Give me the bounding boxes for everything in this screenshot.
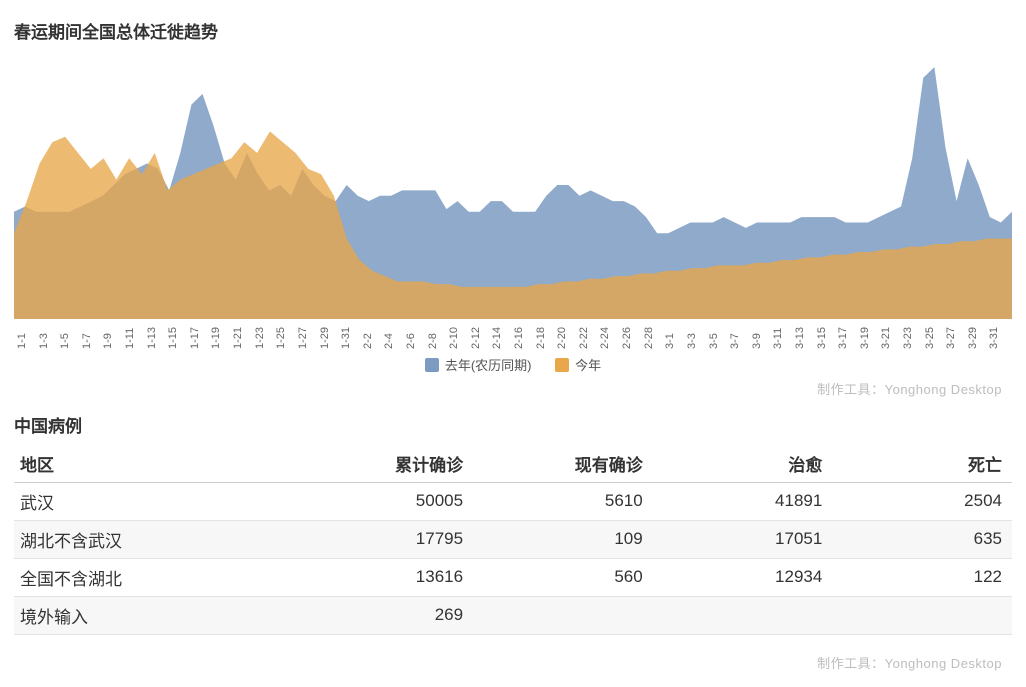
x-tick-label: 3-15: [816, 321, 838, 349]
x-tick-label: 1-9: [102, 321, 124, 349]
table-cell: 全国不含湖北: [14, 558, 293, 596]
x-tick-label: 2-14: [491, 321, 513, 349]
x-tick-label: 2-16: [513, 321, 535, 349]
cases-table: 地区累计确诊现有确诊治愈死亡 武汉500055610418912504湖北不含武…: [14, 445, 1012, 635]
table-cell: 41891: [653, 482, 833, 520]
x-tick-label: 1-25: [275, 321, 297, 349]
table-header-cell: 地区: [14, 445, 293, 483]
table-cell: 12934: [653, 558, 833, 596]
chart-legend: 去年(农历同期) 今年: [14, 355, 1012, 375]
table-row: 湖北不含武汉1779510917051635: [14, 520, 1012, 558]
x-tick-label: 2-4: [383, 321, 405, 349]
table-cell: 269: [293, 596, 473, 634]
x-tick-label: 2-2: [362, 321, 384, 349]
x-tick-label: 1-1: [16, 321, 38, 349]
legend-swatch-this-year: [555, 358, 569, 372]
table-row: 武汉500055610418912504: [14, 482, 1012, 520]
x-tick-label: 3-19: [859, 321, 881, 349]
table-cell: 湖北不含武汉: [14, 520, 293, 558]
x-tick-label: 2-28: [643, 321, 665, 349]
table-cell: 境外输入: [14, 596, 293, 634]
table-cell: [653, 596, 833, 634]
table-body: 武汉500055610418912504湖北不含武汉17795109170516…: [14, 482, 1012, 634]
chart-title: 春运期间全国总体迁徙趋势: [14, 18, 1012, 43]
table-cell: [832, 596, 1012, 634]
table-header-cell: 治愈: [653, 445, 833, 483]
x-tick-label: 1-13: [146, 321, 168, 349]
x-tick-label: 1-31: [340, 321, 362, 349]
table-cell: 5610: [473, 482, 653, 520]
cases-title: 中国病例: [14, 412, 1012, 437]
x-tick-label: 1-23: [254, 321, 276, 349]
x-tick-label: 3-23: [902, 321, 924, 349]
x-tick-label: 2-22: [578, 321, 600, 349]
table-cell: [473, 596, 653, 634]
x-tick-label: 1-3: [38, 321, 60, 349]
x-tick-label: 3-31: [988, 321, 1010, 349]
legend-swatch-last-year: [425, 358, 439, 372]
x-tick-label: 3-7: [729, 321, 751, 349]
x-tick-label: 2-26: [621, 321, 643, 349]
x-tick-label: 2-12: [470, 321, 492, 349]
table-row: 全国不含湖北1361656012934122: [14, 558, 1012, 596]
x-tick-label: 3-25: [924, 321, 946, 349]
x-tick-label: 1-17: [189, 321, 211, 349]
x-tick-label: 1-29: [319, 321, 341, 349]
x-tick-label: 3-1: [664, 321, 686, 349]
x-tick-label: 2-24: [599, 321, 621, 349]
x-tick-label: 1-21: [232, 321, 254, 349]
legend-item-last-year: 去年(农历同期): [425, 355, 532, 374]
x-tick-label: 1-27: [297, 321, 319, 349]
x-tick-label: 3-3: [686, 321, 708, 349]
chart-watermark: 制作工具：Yonghong Desktop: [14, 379, 1012, 398]
table-cell: 17051: [653, 520, 833, 558]
legend-label-last-year: 去年(农历同期): [445, 355, 532, 374]
x-tick-label: 3-27: [945, 321, 967, 349]
x-tick-label: 2-20: [556, 321, 578, 349]
migration-chart: 1-11-31-51-71-91-111-131-151-171-191-211…: [14, 51, 1012, 398]
x-tick-label: 3-29: [967, 321, 989, 349]
table-cell: 635: [832, 520, 1012, 558]
table-header-row: 地区累计确诊现有确诊治愈死亡: [14, 445, 1012, 483]
x-tick-label: 2-10: [448, 321, 470, 349]
table-cell: 109: [473, 520, 653, 558]
x-axis-labels: 1-11-31-51-71-91-111-131-151-171-191-211…: [14, 321, 1012, 349]
x-tick-label: 3-13: [794, 321, 816, 349]
x-tick-label: 1-5: [59, 321, 81, 349]
table-header-cell: 累计确诊: [293, 445, 473, 483]
x-tick-label: 1-15: [167, 321, 189, 349]
x-tick-label: 1-11: [124, 321, 146, 349]
area-chart-svg: [14, 51, 1012, 319]
legend-label-this-year: 今年: [575, 355, 601, 374]
table-header-cell: 现有确诊: [473, 445, 653, 483]
x-tick-label: 2-8: [427, 321, 449, 349]
table-cell: 17795: [293, 520, 473, 558]
legend-item-this-year: 今年: [555, 355, 601, 374]
table-cell: 122: [832, 558, 1012, 596]
x-tick-label: 3-9: [751, 321, 773, 349]
x-tick-label: 1-19: [210, 321, 232, 349]
table-watermark: 制作工具：Yonghong Desktop: [14, 653, 1012, 672]
x-tick-label: 2-18: [535, 321, 557, 349]
table-row: 境外输入269: [14, 596, 1012, 634]
table-header-cell: 死亡: [832, 445, 1012, 483]
table-cell: 武汉: [14, 482, 293, 520]
x-tick-label: 3-17: [837, 321, 859, 349]
table-cell: 13616: [293, 558, 473, 596]
table-cell: 2504: [832, 482, 1012, 520]
x-tick-label: 2-6: [405, 321, 427, 349]
x-tick-label: 3-11: [772, 321, 794, 349]
table-cell: 50005: [293, 482, 473, 520]
x-tick-label: 3-5: [708, 321, 730, 349]
table-cell: 560: [473, 558, 653, 596]
x-tick-label: 3-21: [880, 321, 902, 349]
x-tick-label: 1-7: [81, 321, 103, 349]
